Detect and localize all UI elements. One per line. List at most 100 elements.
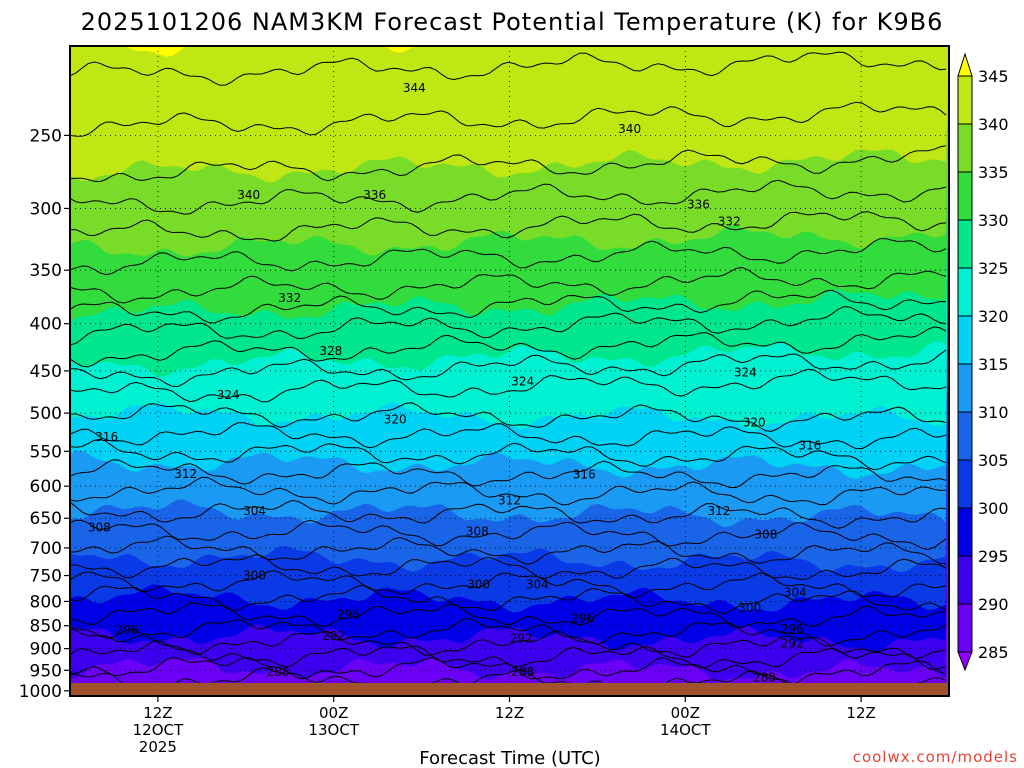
contour-label: 320 [743,416,766,430]
contour-label: 288 [267,665,290,679]
contour-line-302 [70,570,947,599]
contour-label: 316 [95,430,118,444]
colorbar: 285 290 295 300 305 310 315 320 325 330 335 340 345 [957,52,1009,672]
contour-line-306 [70,535,947,565]
y-tick-label: 250 [30,126,62,146]
contour-label: 296 [571,612,594,626]
colorbar-label: 325 [978,259,1009,278]
colorbar-label: 335 [978,163,1009,182]
y-tick-label: 450 [30,362,62,382]
colorbar-label: 300 [978,499,1009,518]
grid-lines [70,46,949,696]
contour-line-332 [70,266,947,304]
contour-label: 336 [363,188,386,202]
x-tick-label: 00Z [319,704,348,722]
contour-label: 308 [754,528,777,542]
contour-line-344 [70,51,947,86]
contour-line-298 [70,602,947,629]
contour-label: 320 [384,412,407,426]
contour-label: 340 [618,122,641,136]
colorbar-label: 320 [978,307,1009,326]
contour-line-326 [70,326,947,368]
contour-label: 312 [708,504,731,518]
contour-line-292 [70,640,947,671]
contour-label: 288 [753,670,776,684]
colorbar-label: 315 [978,355,1009,374]
contour-label: 292 [510,632,533,646]
contour-line-336 [70,211,947,242]
contour-label: 312 [498,494,521,508]
colorbar-segment [957,459,973,509]
y-tick-label: 300 [30,199,62,219]
x-tick-label: 12Z [495,704,524,722]
x-tick-label: 2025 [139,738,177,756]
y-tick-label: 850 [30,617,62,637]
contour-label: 288 [511,665,534,679]
y-tick-label: 500 [30,404,62,424]
y-tick-label: 600 [30,477,62,497]
colorbar-label: 285 [978,643,1009,662]
y-tick-label: 400 [30,315,62,335]
y-axis: 250 300 350 400 450 500 550 600 650 700 750 800 850 9… [19,126,70,702]
contour-label: 296 [781,622,804,636]
colorbar-segment [957,315,973,365]
contour-line-324 [70,349,947,388]
contour-label: 332 [718,215,741,229]
contour-label: 296 [116,623,139,637]
contour-label: 292 [322,629,345,643]
colorbar-segment [957,171,973,221]
contour-line-338 [70,179,947,215]
y-tick-label: 1000 [19,682,62,702]
colorbar-label: 290 [978,595,1009,614]
y-tick-label: 350 [30,261,62,281]
contour-line-308 [70,519,947,551]
contour-line-330 [70,289,947,324]
colorbar-segment [957,363,973,413]
contour-label: 332 [278,291,301,305]
contour-lines [70,51,947,696]
contour-fill-area [70,46,949,696]
contour-line-312 [70,476,947,506]
x-tick-label: 13OCT [308,721,359,739]
contour-label: 304 [526,578,549,592]
contour-line-318 [70,422,947,450]
contour-line-322 [70,368,947,403]
colorbar-label: 330 [978,211,1009,230]
contour-line-340 [70,145,947,183]
contour-label: 336 [687,197,710,211]
chart-title: 2025101206 NAM3KM Forecast Potential Tem… [81,8,944,36]
contour-line-328 [70,306,947,346]
colorbar-segment [957,123,973,173]
contour-label: 300 [738,601,761,615]
colorbar-segment [957,651,973,672]
contour-label: 292 [781,637,804,651]
y-tick-label: 750 [30,567,62,587]
credit-text: coolwx.com/models [853,748,1018,766]
colorbar-label: 345 [978,67,1009,86]
y-tick-label: 550 [30,442,62,462]
contour-label: 316 [798,438,821,452]
y-tick-label: 900 [30,640,62,660]
x-tick-label: 14OCT [660,721,711,739]
colorbar-segment [957,267,973,317]
contour-label: 304 [243,504,266,518]
x-axis-label: Forecast Time (UTC) [419,748,600,768]
colorbar-segment [957,555,973,605]
colorbar-segment [957,603,973,653]
y-tick-label: 800 [30,592,62,612]
contour-line-314 [70,459,947,488]
colorbar-segment [957,507,973,557]
contour-label: 328 [319,344,342,358]
y-tick-label: 650 [30,509,62,529]
colorbar-label: 305 [978,451,1009,470]
contour-line-310 [70,499,947,529]
contour-line-300 [70,584,947,615]
contour-label: 308 [88,520,111,534]
contour-labels: 344 340 340 336 336 332 332 328 324 324 324 320 320 3… [88,81,821,685]
colorbar-segment [957,75,973,125]
contour-label: 300 [243,569,266,583]
contour-line-296 [70,617,947,647]
contour-label: 340 [237,188,260,202]
contour-label: 324 [217,388,240,402]
